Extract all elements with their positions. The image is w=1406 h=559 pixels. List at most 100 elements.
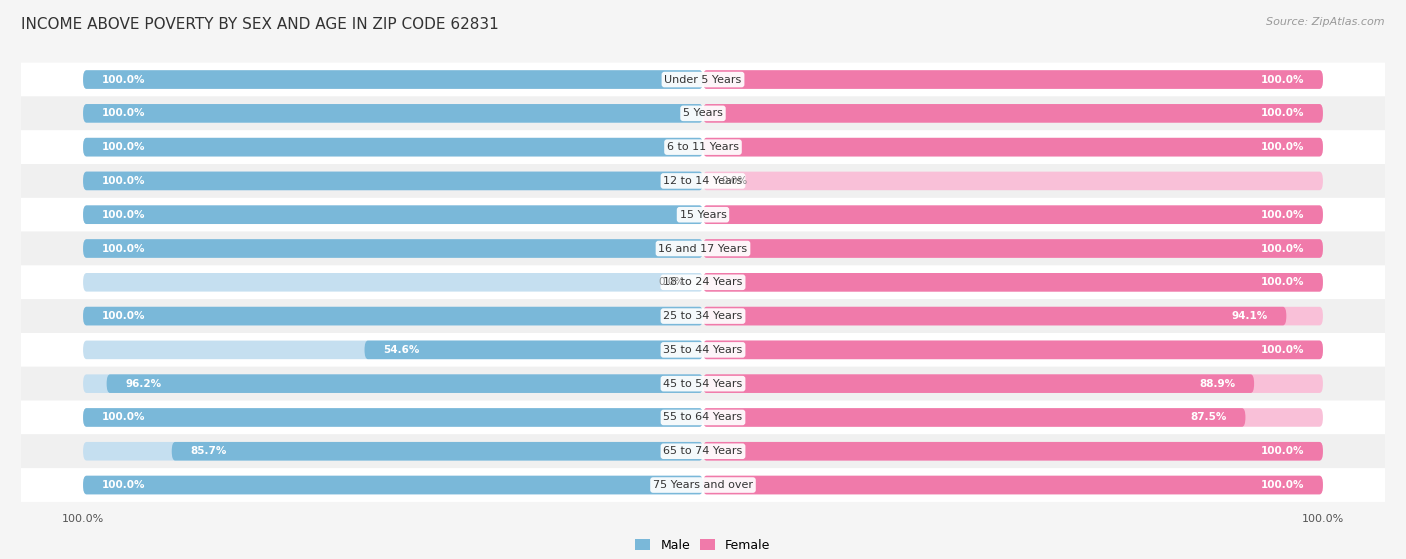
Text: INCOME ABOVE POVERTY BY SEX AND AGE IN ZIP CODE 62831: INCOME ABOVE POVERTY BY SEX AND AGE IN Z… (21, 17, 499, 32)
FancyBboxPatch shape (0, 130, 1406, 164)
FancyBboxPatch shape (83, 205, 703, 224)
FancyBboxPatch shape (703, 104, 1323, 122)
FancyBboxPatch shape (172, 442, 703, 461)
FancyBboxPatch shape (83, 104, 703, 122)
FancyBboxPatch shape (703, 408, 1246, 427)
FancyBboxPatch shape (703, 138, 1323, 157)
Text: 15 Years: 15 Years (679, 210, 727, 220)
Text: 100.0%: 100.0% (101, 413, 145, 423)
FancyBboxPatch shape (83, 104, 703, 122)
Text: 100.0%: 100.0% (101, 108, 145, 119)
Text: 85.7%: 85.7% (190, 446, 226, 456)
FancyBboxPatch shape (703, 104, 1323, 122)
FancyBboxPatch shape (83, 408, 703, 427)
Text: 45 to 54 Years: 45 to 54 Years (664, 378, 742, 389)
FancyBboxPatch shape (703, 239, 1323, 258)
Text: 100.0%: 100.0% (101, 74, 145, 84)
Text: 6 to 11 Years: 6 to 11 Years (666, 142, 740, 152)
FancyBboxPatch shape (83, 408, 703, 427)
FancyBboxPatch shape (703, 375, 1323, 393)
Text: 25 to 34 Years: 25 to 34 Years (664, 311, 742, 321)
FancyBboxPatch shape (703, 307, 1286, 325)
Text: Under 5 Years: Under 5 Years (665, 74, 741, 84)
FancyBboxPatch shape (83, 239, 703, 258)
FancyBboxPatch shape (83, 70, 703, 89)
FancyBboxPatch shape (703, 70, 1323, 89)
FancyBboxPatch shape (83, 307, 703, 325)
FancyBboxPatch shape (0, 198, 1406, 231)
FancyBboxPatch shape (83, 476, 703, 494)
Text: 100.0%: 100.0% (1261, 74, 1305, 84)
Text: 12 to 14 Years: 12 to 14 Years (664, 176, 742, 186)
Text: 100.0%: 100.0% (1261, 142, 1305, 152)
FancyBboxPatch shape (703, 273, 1323, 292)
Text: 18 to 24 Years: 18 to 24 Years (664, 277, 742, 287)
Text: 75 Years and over: 75 Years and over (652, 480, 754, 490)
FancyBboxPatch shape (0, 164, 1406, 198)
FancyBboxPatch shape (703, 172, 1323, 190)
FancyBboxPatch shape (107, 375, 703, 393)
FancyBboxPatch shape (0, 299, 1406, 333)
FancyBboxPatch shape (83, 138, 703, 157)
Text: 88.9%: 88.9% (1199, 378, 1236, 389)
Text: Source: ZipAtlas.com: Source: ZipAtlas.com (1267, 17, 1385, 27)
FancyBboxPatch shape (83, 205, 703, 224)
FancyBboxPatch shape (703, 375, 1254, 393)
FancyBboxPatch shape (0, 266, 1406, 299)
FancyBboxPatch shape (83, 239, 703, 258)
Text: 100.0%: 100.0% (101, 311, 145, 321)
Text: 87.5%: 87.5% (1191, 413, 1227, 423)
Text: 100.0%: 100.0% (1261, 108, 1305, 119)
Text: 5 Years: 5 Years (683, 108, 723, 119)
FancyBboxPatch shape (703, 273, 1323, 292)
Text: 54.6%: 54.6% (382, 345, 419, 355)
Text: 100.0%: 100.0% (101, 210, 145, 220)
FancyBboxPatch shape (0, 367, 1406, 401)
FancyBboxPatch shape (83, 172, 703, 190)
FancyBboxPatch shape (83, 307, 703, 325)
Text: 100.0%: 100.0% (1261, 446, 1305, 456)
FancyBboxPatch shape (703, 138, 1323, 157)
Text: 94.1%: 94.1% (1232, 311, 1268, 321)
Text: 0.0%: 0.0% (721, 176, 748, 186)
Text: 100.0%: 100.0% (1261, 345, 1305, 355)
FancyBboxPatch shape (364, 340, 703, 359)
FancyBboxPatch shape (703, 340, 1323, 359)
FancyBboxPatch shape (0, 63, 1406, 97)
FancyBboxPatch shape (0, 468, 1406, 502)
Text: 16 and 17 Years: 16 and 17 Years (658, 244, 748, 253)
Text: 100.0%: 100.0% (1261, 244, 1305, 253)
Text: 55 to 64 Years: 55 to 64 Years (664, 413, 742, 423)
Text: 65 to 74 Years: 65 to 74 Years (664, 446, 742, 456)
FancyBboxPatch shape (0, 434, 1406, 468)
FancyBboxPatch shape (703, 70, 1323, 89)
Text: 0.0%: 0.0% (658, 277, 685, 287)
Legend: Male, Female: Male, Female (630, 534, 776, 557)
FancyBboxPatch shape (0, 333, 1406, 367)
FancyBboxPatch shape (703, 239, 1323, 258)
Text: 100.0%: 100.0% (1261, 480, 1305, 490)
FancyBboxPatch shape (83, 273, 703, 292)
FancyBboxPatch shape (703, 476, 1323, 494)
FancyBboxPatch shape (0, 401, 1406, 434)
Text: 100.0%: 100.0% (101, 176, 145, 186)
Text: 100.0%: 100.0% (1261, 277, 1305, 287)
FancyBboxPatch shape (0, 231, 1406, 266)
FancyBboxPatch shape (703, 340, 1323, 359)
FancyBboxPatch shape (83, 172, 703, 190)
FancyBboxPatch shape (703, 476, 1323, 494)
FancyBboxPatch shape (0, 97, 1406, 130)
Text: 100.0%: 100.0% (101, 244, 145, 253)
FancyBboxPatch shape (83, 375, 703, 393)
FancyBboxPatch shape (703, 408, 1323, 427)
FancyBboxPatch shape (703, 442, 1323, 461)
FancyBboxPatch shape (83, 70, 703, 89)
Text: 100.0%: 100.0% (1261, 210, 1305, 220)
FancyBboxPatch shape (83, 476, 703, 494)
FancyBboxPatch shape (703, 307, 1323, 325)
Text: 100.0%: 100.0% (101, 142, 145, 152)
FancyBboxPatch shape (703, 442, 1323, 461)
FancyBboxPatch shape (703, 205, 1323, 224)
FancyBboxPatch shape (83, 340, 703, 359)
Text: 35 to 44 Years: 35 to 44 Years (664, 345, 742, 355)
